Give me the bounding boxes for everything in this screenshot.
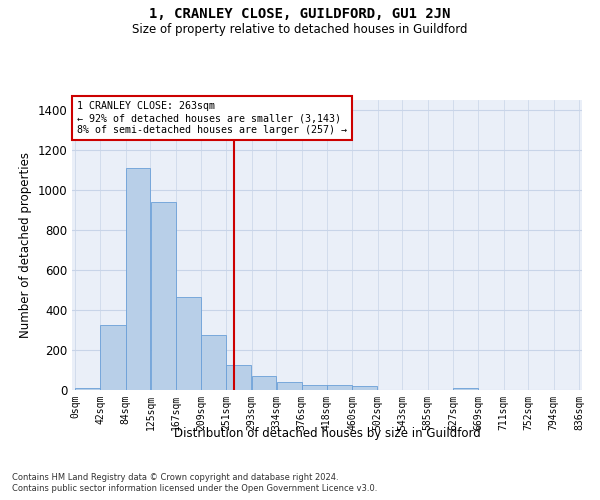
Bar <box>75 388 100 390</box>
Y-axis label: Number of detached properties: Number of detached properties <box>19 152 32 338</box>
Text: Contains public sector information licensed under the Open Government Licence v3: Contains public sector information licen… <box>12 484 377 493</box>
Bar <box>176 297 201 390</box>
Bar <box>151 202 176 390</box>
Bar <box>126 168 150 390</box>
Bar <box>453 388 478 390</box>
Bar <box>277 382 302 390</box>
Text: Size of property relative to detached houses in Guildford: Size of property relative to detached ho… <box>132 22 468 36</box>
Bar <box>100 325 125 390</box>
Text: 1, CRANLEY CLOSE, GUILDFORD, GU1 2JN: 1, CRANLEY CLOSE, GUILDFORD, GU1 2JN <box>149 8 451 22</box>
Bar <box>302 385 327 390</box>
Bar <box>252 376 276 390</box>
Text: Contains HM Land Registry data © Crown copyright and database right 2024.: Contains HM Land Registry data © Crown c… <box>12 472 338 482</box>
Bar <box>226 365 251 390</box>
Bar <box>201 335 226 390</box>
Text: Distribution of detached houses by size in Guildford: Distribution of detached houses by size … <box>173 428 481 440</box>
Text: 1 CRANLEY CLOSE: 263sqm
← 92% of detached houses are smaller (3,143)
8% of semi-: 1 CRANLEY CLOSE: 263sqm ← 92% of detache… <box>77 102 347 134</box>
Bar <box>352 386 377 390</box>
Bar <box>327 385 352 390</box>
